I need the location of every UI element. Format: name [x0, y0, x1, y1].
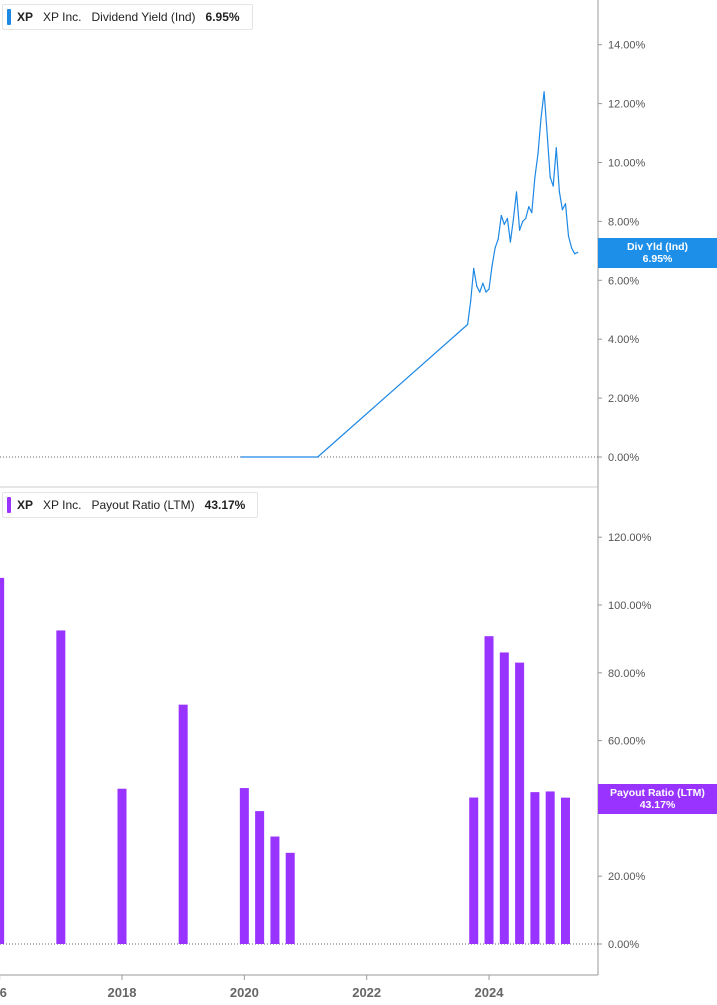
dividend-yield-point [500, 214, 502, 217]
dividend-yield-point [555, 147, 557, 149]
dividend-yield-point [485, 291, 487, 293]
payout-ratio-bar [545, 791, 555, 944]
payout-ratio-bar [560, 797, 570, 944]
axis-layer: 0.00% 2.00% 4.00% 6.00% 8.00% 10.00% 12.00% 14.… [0, 0, 652, 1000]
legend-company-name: XP Inc. [43, 498, 82, 512]
dividend-yield-point [503, 223, 505, 225]
y-tick-label: 12.00% [608, 99, 646, 111]
x-tick-label: 2024 [475, 985, 505, 1000]
dividend-yield-point [240, 456, 242, 458]
dividend-yield-point [473, 267, 475, 270]
dividend-yield-point [482, 282, 484, 284]
dividend-yield-point [528, 206, 530, 208]
dividend-yield-point [567, 235, 570, 237]
dividend-yield-point [564, 203, 567, 205]
payout-ratio-bar [0, 577, 5, 944]
y-tick-label: 10.00% [608, 158, 646, 170]
last-value-flag-payout-ratio: Payout Ratio (LTM) 43.17% [598, 784, 717, 814]
series-color-swatch [7, 497, 11, 513]
dividend-yield-point [574, 253, 576, 255]
y-tick-label: 20.00% [608, 871, 646, 883]
flag-label: Div Yld (Ind) [626, 241, 689, 253]
dividend-yield-point [552, 185, 554, 187]
dividend-yield-plot [240, 91, 579, 458]
y-tick-label: 2.00% [608, 393, 639, 405]
payout-ratio-bar [484, 636, 494, 944]
legend-symbol: XP [17, 10, 34, 24]
payout-ratio-plot [0, 577, 570, 944]
dividend-yield-point [558, 191, 560, 193]
dividend-yield-point [467, 323, 469, 326]
dividend-yield-point [488, 288, 490, 290]
dividend-yield-point [531, 211, 533, 214]
x-tick-label: 2022 [352, 985, 381, 1000]
dividend-yield-point [570, 247, 573, 249]
y-tick-label: 120.00% [608, 532, 652, 544]
payout-ratio-bar [530, 792, 540, 944]
dividend-yield-point [479, 291, 481, 293]
dividend-yield-point [491, 264, 493, 267]
legend-company-name: XP Inc. [43, 10, 82, 24]
series-color-swatch [7, 9, 11, 25]
legend-value: 43.17% [204, 498, 246, 512]
dividend-yield-line [241, 91, 578, 458]
dividend-yield-point [522, 220, 524, 222]
y-tick-label: 14.00% [608, 40, 646, 52]
flag-label: Payout Ratio (LTM) [610, 787, 705, 799]
dividend-yield-point [540, 117, 542, 119]
payout-ratio-bar [56, 630, 66, 944]
payout-ratio-bar [270, 836, 280, 944]
dividend-yield-point [561, 209, 564, 211]
dividend-yield-point [317, 456, 319, 458]
legend-payout-ratio[interactable]: XP XP Inc. Payout Ratio (LTM) 43.17% [2, 492, 259, 518]
payout-ratio-bar [239, 788, 249, 944]
y-tick-label: 8.00% [608, 216, 639, 228]
legend-metric: Dividend Yield (Ind) [91, 10, 196, 24]
dividend-yield-point [497, 238, 499, 240]
x-tick-label: 2018 [108, 985, 137, 1000]
y-tick-label: 80.00% [608, 668, 646, 680]
x-tick-label: 2020 [230, 985, 259, 1000]
flag-value: 6.95% [642, 253, 673, 265]
dividend-yield-point [549, 176, 551, 178]
dividend-yield-point [525, 217, 527, 220]
dividend-yield-point [537, 153, 539, 155]
dividend-yield-point [509, 241, 512, 243]
dividend-yield-point [476, 285, 478, 287]
payout-ratio-bar [117, 788, 127, 944]
payout-ratio-bar [469, 797, 479, 944]
dividend-yield-point [470, 300, 472, 302]
flag-value: 43.17% [639, 799, 676, 811]
dividend-yield-point [543, 91, 545, 93]
dividend-yield-point [515, 191, 518, 193]
dividend-yield-point [577, 251, 579, 253]
legend-value: 6.95% [205, 10, 240, 24]
dividend-yield-point [512, 217, 515, 220]
dividend-yield-point [534, 176, 536, 178]
y-tick-label: 0.00% [608, 452, 639, 464]
y-tick-label: 0.00% [608, 939, 639, 951]
x-tick-label: 16 [0, 985, 7, 1000]
dividend-yield-point [519, 229, 521, 231]
dividend-yield-point [506, 217, 508, 220]
payout-ratio-bar [515, 662, 525, 944]
legend-metric: Payout Ratio (LTM) [91, 498, 195, 512]
dividend-yield-point [494, 247, 496, 249]
payout-ratio-bar [255, 811, 265, 944]
last-value-flag-dividend-yield: Div Yld (Ind) 6.95% [598, 238, 717, 268]
payout-ratio-bar [499, 652, 509, 944]
legend-dividend-yield[interactable]: XP XP Inc. Dividend Yield (Ind) 6.95% [2, 4, 253, 30]
y-tick-label: 100.00% [608, 600, 652, 612]
payout-ratio-bar [285, 852, 295, 944]
legend-symbol: XP [17, 498, 34, 512]
payout-ratio-bar [178, 704, 188, 944]
y-tick-label: 60.00% [608, 736, 646, 748]
y-tick-label: 4.00% [608, 334, 639, 346]
dividend-yield-point [546, 132, 548, 134]
y-tick-label: 6.00% [608, 275, 639, 287]
